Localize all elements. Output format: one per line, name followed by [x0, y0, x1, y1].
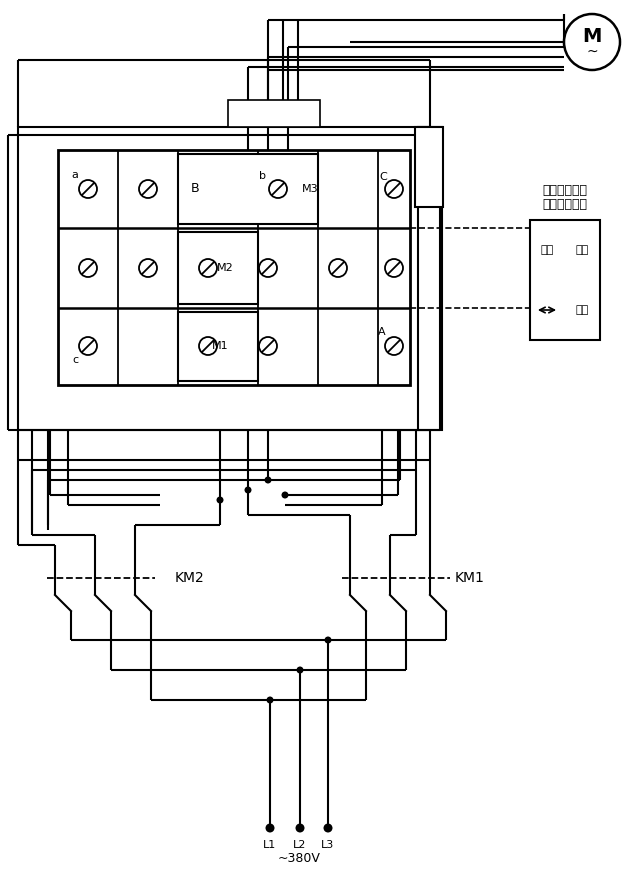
Circle shape — [296, 667, 303, 674]
Text: M3: M3 — [301, 184, 318, 194]
Circle shape — [244, 486, 252, 493]
Circle shape — [329, 259, 347, 277]
Bar — [530, 220, 600, 340]
Text: M: M — [582, 27, 602, 46]
Text: 限位: 限位 — [540, 245, 554, 255]
Bar — [178, 232, 258, 304]
Bar — [418, 127, 442, 430]
Circle shape — [79, 337, 97, 355]
Text: KM2: KM2 — [175, 571, 205, 585]
Circle shape — [269, 180, 287, 198]
Circle shape — [266, 823, 275, 832]
Circle shape — [199, 259, 217, 277]
Text: KM1: KM1 — [455, 571, 485, 585]
Text: L3: L3 — [321, 840, 335, 850]
Circle shape — [323, 823, 333, 832]
Bar — [58, 150, 410, 385]
Text: 由导程器控制: 由导程器控制 — [543, 183, 588, 196]
Text: ~380V: ~380V — [278, 851, 321, 865]
Bar — [178, 154, 318, 224]
Text: M2: M2 — [216, 263, 234, 273]
Text: C: C — [379, 172, 387, 182]
Bar — [415, 127, 443, 207]
Bar — [18, 127, 430, 430]
Circle shape — [79, 180, 97, 198]
Circle shape — [385, 259, 403, 277]
Text: A: A — [378, 327, 386, 337]
Circle shape — [564, 14, 620, 70]
Circle shape — [79, 259, 97, 277]
Circle shape — [259, 337, 277, 355]
Text: B: B — [191, 182, 199, 195]
Text: 运行: 运行 — [575, 245, 589, 255]
Circle shape — [139, 259, 157, 277]
Circle shape — [199, 337, 217, 355]
Text: L2: L2 — [293, 840, 307, 850]
Circle shape — [264, 477, 271, 484]
Circle shape — [139, 180, 157, 198]
Bar — [228, 100, 320, 127]
Text: 行车吊重限位: 行车吊重限位 — [543, 199, 588, 211]
Text: ~: ~ — [586, 45, 598, 59]
Text: M1: M1 — [212, 341, 228, 351]
Circle shape — [296, 823, 305, 832]
Circle shape — [266, 696, 273, 703]
Circle shape — [385, 180, 403, 198]
Circle shape — [324, 637, 332, 644]
Text: L1: L1 — [264, 840, 276, 850]
Text: b: b — [259, 171, 266, 181]
Bar — [178, 312, 258, 381]
Bar — [415, 127, 443, 207]
Text: c: c — [72, 355, 78, 365]
Circle shape — [216, 497, 223, 504]
Text: a: a — [72, 170, 79, 180]
Text: 限位: 限位 — [575, 305, 589, 315]
Circle shape — [385, 337, 403, 355]
Circle shape — [282, 491, 289, 498]
Circle shape — [259, 259, 277, 277]
